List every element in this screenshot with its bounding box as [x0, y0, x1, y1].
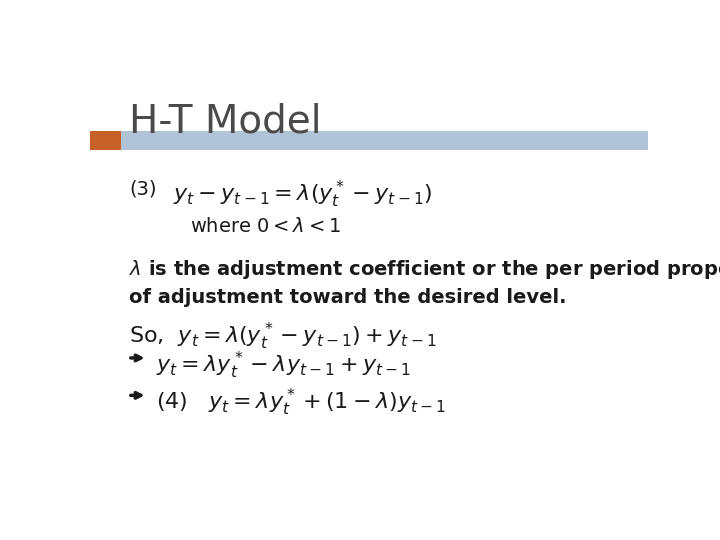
Text: H-T Model: H-T Model — [129, 102, 322, 140]
Text: of adjustment toward the desired level.: of adjustment toward the desired level. — [129, 288, 567, 307]
Bar — [90, 131, 648, 150]
Text: $y_t = \lambda y_t^* - \lambda y_{t-1} + y_{t-1}$: $y_t = \lambda y_t^* - \lambda y_{t-1} +… — [156, 349, 411, 381]
Bar — [90, 131, 121, 150]
Text: (4)   $y_t = \lambda y_t^* + (1 - \lambda)y_{t-1}$: (4) $y_t = \lambda y_t^* + (1 - \lambda)… — [156, 387, 446, 419]
Text: where $0 < \lambda < 1$: where $0 < \lambda < 1$ — [190, 217, 341, 235]
Text: $\lambda$ is the adjustment coefficient or the per period proportion: $\lambda$ is the adjustment coefficient … — [129, 258, 720, 281]
Text: So,  $y_t = \lambda(y_t^* - y_{t-1}) + y_{t-1}$: So, $y_t = \lambda(y_t^* - y_{t-1}) + y_… — [129, 321, 436, 352]
Text: (3): (3) — [129, 179, 156, 198]
Text: $y_t - y_{t-1} = \lambda(y_t^* - y_{t-1})$: $y_t - y_{t-1} = \lambda(y_t^* - y_{t-1}… — [173, 179, 432, 211]
